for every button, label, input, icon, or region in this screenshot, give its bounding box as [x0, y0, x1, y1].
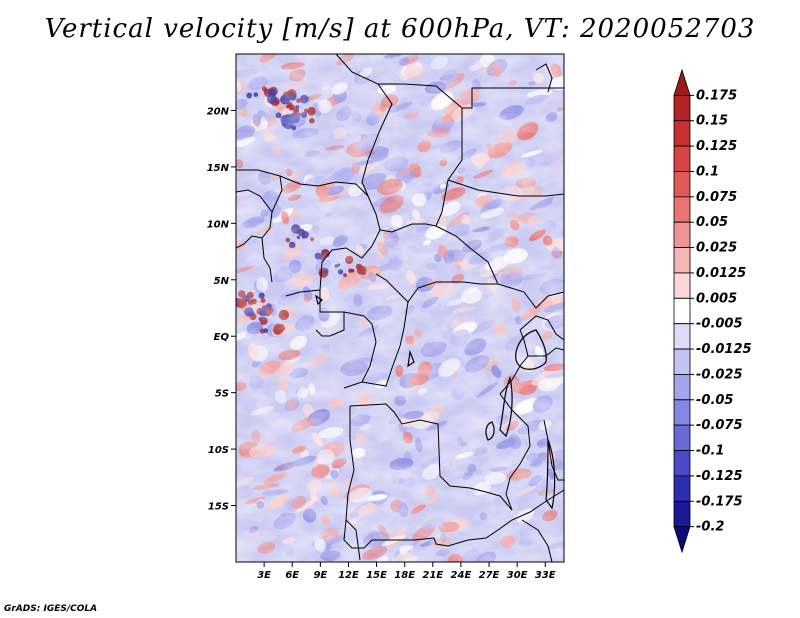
- colorbar-segment: [673, 399, 691, 426]
- lon-tick-label: 30E: [507, 570, 528, 581]
- colorbar-label: -0.075: [696, 418, 743, 433]
- lon-tick-label: 33E: [535, 570, 556, 581]
- lat-tick-label: 10S: [208, 445, 229, 456]
- colorbar-segment: [673, 272, 691, 299]
- lat-tick-label: 10N: [207, 219, 230, 230]
- colorbar-label: -0.05: [696, 393, 733, 408]
- colorbar-segment: [673, 221, 691, 248]
- colorbar-label: 0.175: [696, 88, 737, 103]
- colorbar-segment: [673, 348, 691, 375]
- colorbar-segment: [673, 500, 691, 528]
- lat-tick-label: 5N: [214, 276, 230, 287]
- colorbar-segment: [673, 145, 691, 172]
- colorbar-segment: [673, 171, 691, 198]
- colorbar-segment: [673, 196, 691, 223]
- map-area: [236, 54, 564, 562]
- lon-tick-label: 6E: [285, 570, 299, 581]
- colorbar-segment: [673, 297, 691, 325]
- lon-tick-label: 15E: [366, 570, 387, 581]
- lon-tick-label: 3E: [257, 570, 271, 581]
- colorbar: 0.175 0.15 0.125 0.1 0.075 0.05 0.025 0.0125 0.0…: [673, 68, 752, 554]
- lat-tick-label: 5S: [215, 389, 229, 400]
- field-texture: [236, 54, 564, 562]
- colorbar-segment: [673, 247, 691, 274]
- colorbar-label: 0.15: [696, 114, 728, 129]
- colorbar-label: -0.2: [696, 520, 724, 535]
- colorbar-label: 0.075: [696, 190, 737, 205]
- lon-tick-label: 24E: [451, 570, 472, 581]
- colorbar-segment: [673, 475, 691, 502]
- lat-tick-label: 15N: [207, 163, 230, 174]
- lat-tick-label: 15S: [208, 502, 229, 513]
- colorbar-segment: [673, 120, 691, 147]
- colorbar-segment: [673, 526, 691, 554]
- lon-tick-label: 27E: [479, 570, 500, 581]
- colorbar-label: -0.1: [696, 444, 724, 459]
- colorbar-label: -0.175: [696, 494, 743, 509]
- colorbar-label: 0.0125: [696, 266, 746, 281]
- lon-tick-label: 12E: [338, 570, 359, 581]
- longitude-axis: 3E 6E 9E 12E 15E 18E 21E 24E 27E 30E 33E: [257, 562, 556, 581]
- colorbar-segment: [673, 374, 691, 401]
- colorbar-segment: [673, 94, 691, 122]
- colorbar-label: -0.0125: [696, 342, 752, 357]
- colorbar-label: 0.125: [696, 139, 737, 154]
- lat-tick-label: 20N: [207, 106, 230, 117]
- latitude-axis: 20N 15N 10N 5N EQ 5S 10S 15S: [207, 106, 236, 513]
- colorbar-label: -0.005: [696, 317, 743, 332]
- colorbar-segment: [673, 424, 691, 451]
- lat-tick-label: EQ: [214, 332, 230, 343]
- colorbar-label: -0.025: [696, 367, 743, 382]
- grads-credit: GrADS: IGES/COLA: [4, 604, 98, 614]
- lon-tick-label: 21E: [422, 570, 443, 581]
- lon-tick-label: 9E: [313, 570, 327, 581]
- map-frame: [235, 53, 565, 563]
- colorbar-label: -0.125: [696, 469, 743, 484]
- colorbar-label: 0.005: [696, 291, 737, 306]
- colorbar-segment: [673, 68, 691, 96]
- colorbar-label: 0.025: [696, 241, 737, 256]
- colorbar-label: 0.05: [696, 215, 728, 230]
- lon-tick-label: 18E: [394, 570, 415, 581]
- country-borders: [236, 54, 564, 562]
- colorbar-label: 0.1: [696, 164, 719, 179]
- coastline-and-lakes: [315, 294, 556, 510]
- colorbar-segment: [673, 323, 691, 350]
- map-title: Vertical velocity [m/s] at 600hPa, VT: 2…: [44, 14, 756, 44]
- colorbar-segment: [673, 450, 691, 477]
